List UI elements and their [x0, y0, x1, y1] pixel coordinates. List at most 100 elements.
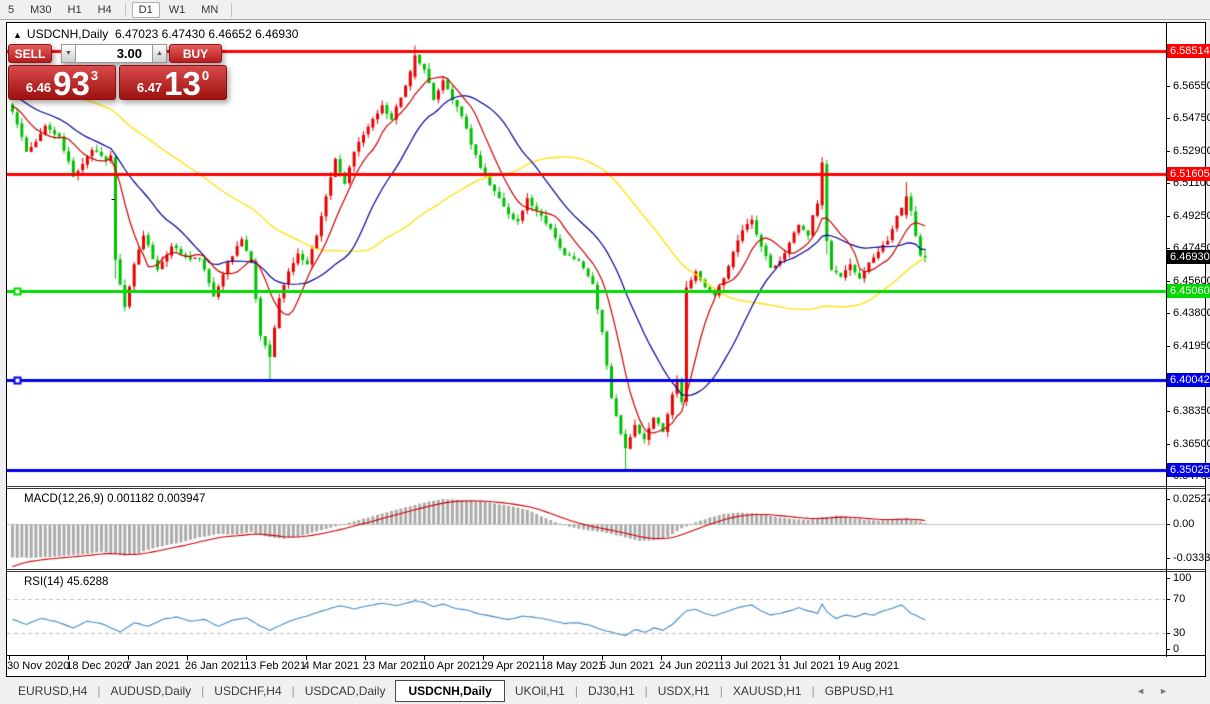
chevron-down-icon: ▼: [65, 50, 72, 57]
axis-tick: [1166, 633, 1170, 634]
tab-divider: |: [719, 683, 723, 698]
axis-tick: [1166, 281, 1170, 282]
pane-separator[interactable]: [7, 571, 1205, 572]
axis-tick: [1166, 216, 1170, 217]
rsi-axis-label: 30: [1173, 627, 1186, 639]
bid-quote-button[interactable]: 6.46 93 3: [8, 65, 116, 100]
collapse-arrow-icon[interactable]: ▲: [13, 30, 22, 40]
date-tick: [68, 656, 70, 660]
date-label: 24 Jun 2021: [659, 660, 720, 672]
axis-tick: [1166, 248, 1170, 249]
date-tick: [186, 656, 188, 660]
tab-gbpusd[interactable]: GBPUSD,H1: [824, 683, 895, 698]
volume-increase-button[interactable]: ▲: [152, 44, 167, 63]
timeframe-button-h4[interactable]: H4: [97, 3, 112, 16]
axis-tick: [1166, 183, 1170, 184]
date-label: 18 Dec 2020: [66, 660, 129, 672]
date-tick: [424, 656, 426, 660]
macd-axis-label: -0.033388: [1173, 551, 1210, 564]
tab-usdchf[interactable]: USDCHF,H4: [214, 683, 282, 698]
toolbar-separator: [124, 2, 126, 17]
time-axis-border: [7, 655, 1205, 656]
date-tick: [9, 656, 10, 660]
tab-divider: |: [574, 683, 578, 698]
level-price-tag: 6.35025: [1167, 463, 1210, 478]
trade-panel-top-row: SELL ▼ 3.00 ▲ BUY: [8, 44, 229, 63]
date-tick: [542, 656, 544, 660]
pane-separator[interactable]: [7, 486, 1205, 487]
date-label: 29 Apr 2021: [481, 660, 541, 672]
rsi-axis-label: 0: [1173, 643, 1180, 655]
rsi-axis-label: 100: [1173, 572, 1192, 584]
tab-dj30[interactable]: DJ30,H1: [587, 683, 635, 698]
price-axis-label: 6.41950: [1173, 340, 1210, 353]
tab-eurusd[interactable]: EURUSD,H4: [18, 683, 88, 698]
rsi-axis-label: 70: [1173, 593, 1186, 605]
current-price-tag: 6.46930: [1167, 250, 1210, 265]
tab-ukoil[interactable]: UKOil,H1: [514, 683, 565, 698]
ohlc-values: 6.47023 6.47430 6.46652 6.46930: [114, 27, 299, 41]
tab-divider: |: [811, 683, 815, 698]
tab-usdcnh[interactable]: USDCNH,Daily: [395, 679, 505, 702]
bid-price-base: 6.46: [25, 80, 52, 95]
price-axis-label: 6.36500: [1173, 437, 1210, 450]
axis-tick: [1166, 346, 1170, 347]
timeframe-button-mn[interactable]: MN: [201, 3, 219, 16]
pane-separator[interactable]: [7, 488, 1205, 489]
bid-price-pip: 3: [90, 68, 99, 83]
price-axis: [1167, 23, 1205, 655]
ask-quote-button[interactable]: 6.47 13 0: [119, 65, 227, 100]
date-label: 23 Mar 2021: [362, 660, 425, 672]
tab-audusd[interactable]: AUDUSD,Daily: [110, 683, 192, 698]
volume-input[interactable]: 3.00: [76, 44, 152, 63]
timeframe-button-h1[interactable]: H1: [67, 3, 82, 16]
timeframe-button-5[interactable]: 5: [8, 3, 15, 16]
axis-tick: [1166, 444, 1170, 445]
date-label: 13 Feb 2021: [244, 660, 306, 672]
ask-price-base: 6.47: [136, 80, 163, 95]
volume-spinner: ▼ 3.00 ▲: [61, 44, 167, 63]
axis-tick: [1166, 151, 1170, 152]
volume-decrease-button[interactable]: ▼: [61, 44, 76, 63]
buy-button[interactable]: BUY: [169, 44, 222, 63]
price-chart-canvas[interactable]: [7, 23, 1166, 657]
timeframe-button-d1[interactable]: D1: [131, 1, 160, 18]
one-click-trade-panel: SELL ▼ 3.00 ▲ BUY 6.46 93 3 6.47 13 0: [8, 44, 229, 100]
timeframe-button-m30[interactable]: M30: [30, 3, 52, 16]
sell-button[interactable]: SELL: [8, 44, 52, 63]
macd-indicator-label: MACD(12,26,9) 0.001182 0.003947: [24, 493, 205, 505]
price-axis-label: 6.54750: [1173, 111, 1210, 124]
rsi-indicator-label: RSI(14) 45.6288: [24, 576, 108, 588]
date-tick: [246, 656, 248, 660]
tab-usdx[interactable]: USDX,H1: [657, 683, 710, 698]
level-price-tag: 6.58514: [1167, 43, 1210, 58]
tab-usdcad[interactable]: USDCAD,Daily: [304, 683, 386, 698]
pane-separator[interactable]: [7, 569, 1205, 570]
date-label: 26 Jan 2021: [184, 660, 246, 672]
level-price-tag: 6.40042: [1167, 373, 1210, 388]
date-tick: [483, 656, 485, 660]
bid-price-big: 93: [53, 65, 90, 102]
timeframe-button-w1[interactable]: W1: [168, 3, 186, 16]
axis-tick: [1166, 599, 1170, 600]
price-axis-label: 6.38350: [1173, 404, 1210, 417]
chart-title: ▲ USDCNH,Daily 6.47023 6.47430 6.46652 6.…: [13, 27, 298, 41]
price-axis-label: 6.56550: [1173, 79, 1210, 92]
chart-window: ▲ USDCNH,Daily 6.47023 6.47430 6.46652 6.…: [6, 22, 1210, 677]
axis-tick: [1166, 313, 1170, 314]
axis-tick: [1166, 86, 1170, 87]
date-tick: [127, 656, 129, 660]
rsi-value: 45.6288: [66, 576, 109, 588]
date-tick: [305, 656, 307, 660]
tab-xauusd[interactable]: XAUUSD,H1: [732, 683, 802, 698]
price-axis-label: 6.43800: [1173, 307, 1210, 320]
price-axis-border: [1166, 23, 1167, 657]
axis-tick: [1166, 118, 1170, 119]
axis-tick: [1166, 649, 1170, 650]
rsi-name: RSI(14): [24, 576, 64, 588]
tab-scroll-arrows: ◄►: [1136, 686, 1182, 696]
ask-price-big: 13: [164, 65, 201, 102]
price-axis-label: 6.49250: [1173, 210, 1210, 223]
price-axis-label: 6.52900: [1173, 144, 1210, 157]
axis-tick: [1166, 578, 1170, 579]
